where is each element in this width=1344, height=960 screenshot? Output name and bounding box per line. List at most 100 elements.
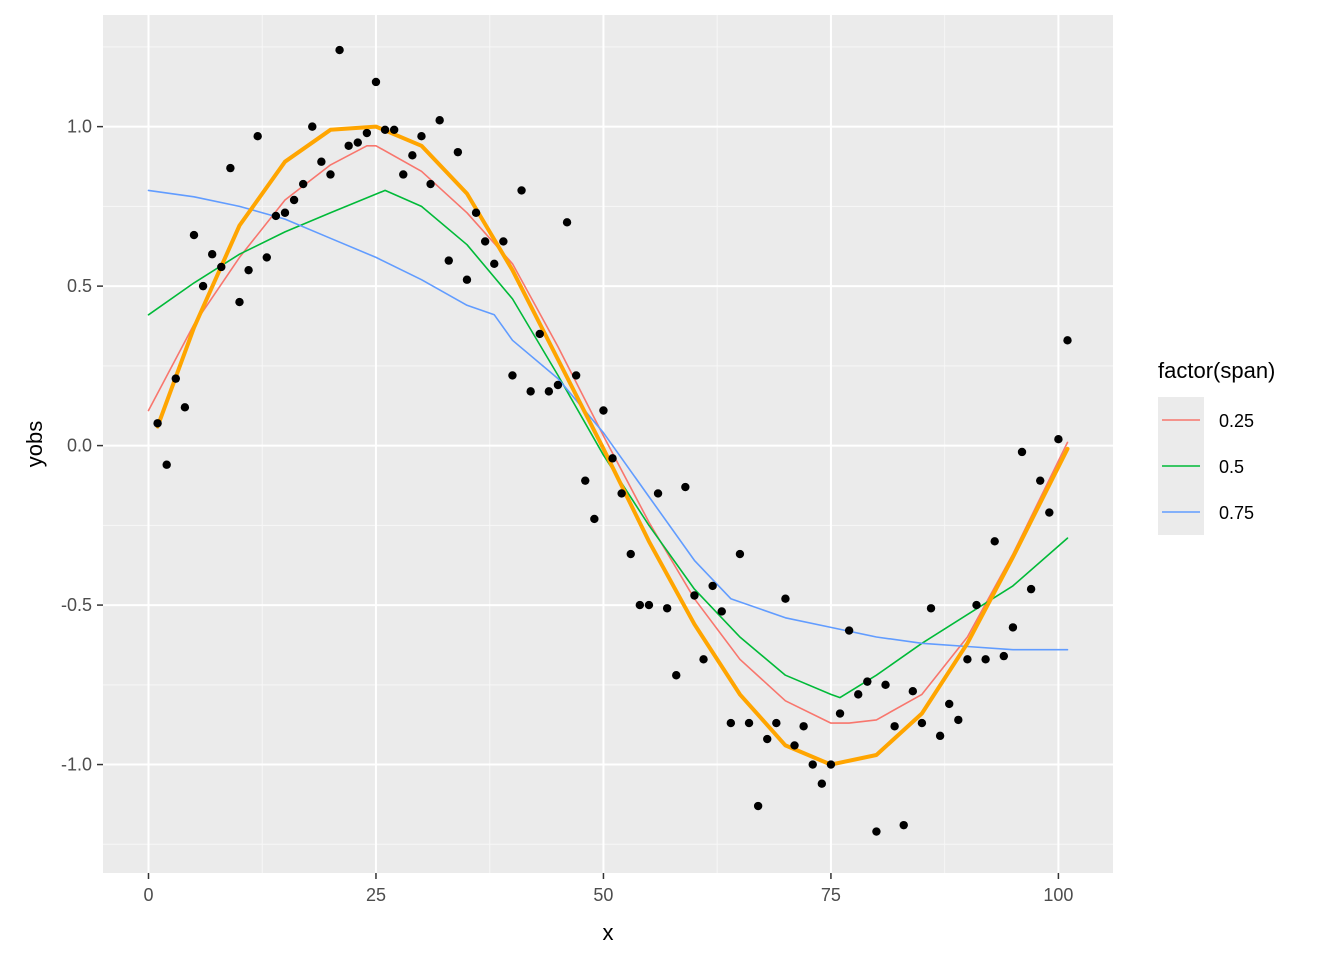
data-point [708,581,717,591]
data-point [499,237,508,246]
data-point [1017,447,1027,457]
data-point [544,387,554,396]
data-point [526,387,535,396]
data-point [417,132,426,141]
data-point [945,699,954,709]
data-point [954,715,963,725]
data-point [226,163,235,173]
data-point [1026,584,1036,594]
x-axis-title: x [603,920,614,945]
data-point [881,680,890,690]
data-point [462,275,472,284]
data-point [1054,435,1063,444]
series-line-0.25 [147,145,1069,724]
y-axis-title: yobs [22,421,47,467]
data-point [198,281,208,291]
y-tick-label: -0.5 [61,595,92,615]
data-point [435,116,444,125]
data-point [699,655,708,664]
data-point [280,208,290,217]
data-point [644,600,654,610]
legend-entries: 0.25 0.5 0.75 [1162,411,1254,523]
data-point [981,655,990,664]
data-point [480,237,490,246]
data-point [908,686,918,696]
y-tick-label: 1.0 [67,117,92,137]
points-layer [153,45,1072,836]
data-point [763,734,772,744]
data-point [235,297,244,307]
data-point [690,591,699,600]
data-point [963,655,972,664]
data-point [935,731,945,741]
data-point [535,329,544,339]
data-point [872,827,881,836]
data-point [335,45,344,55]
data-point [717,607,726,616]
data-point [362,128,372,138]
data-point [999,651,1009,661]
x-tick-label: 50 [593,885,613,905]
data-point [298,179,308,189]
y-tick-label: 0.5 [67,276,92,296]
legend-label-0.5: 0.5 [1219,457,1244,477]
data-point [1008,623,1018,632]
data-point [662,604,672,613]
reference-curve [155,124,1070,767]
data-point [508,371,517,380]
data-point [217,262,226,272]
data-point [289,195,299,205]
data-point [253,132,262,141]
data-point [726,718,736,728]
data-point [444,256,453,265]
data-point [817,779,827,788]
data-point [271,211,281,221]
data-point [590,514,599,524]
data-point [772,718,781,728]
data-point [799,722,808,731]
data-point [180,403,190,412]
data-point [826,760,836,769]
data-point [1036,476,1045,485]
data-point [990,537,999,546]
data-point [863,677,872,686]
data-point [162,460,171,469]
data-point [581,476,590,485]
legend-label-0.25: 0.25 [1219,411,1254,431]
series-layer [147,124,1070,767]
axis-layer: 0 25 50 75 100 -1.0 -0.5 0.0 0.5 1.0 [61,117,1073,905]
data-point [344,141,353,150]
x-tick-label: 100 [1043,885,1073,905]
data-point [617,489,626,498]
data-point [380,125,390,135]
data-point [899,820,908,830]
data-point [653,489,663,498]
y-tick-label: 0.0 [67,436,92,456]
data-point [753,801,763,811]
data-point [626,549,635,559]
data-point [262,253,271,262]
data-point [1063,336,1072,345]
data-point [1045,508,1054,517]
data-point [972,600,981,610]
legend-title: factor(span) [1158,358,1275,383]
data-point [189,230,199,240]
data-point [681,482,690,492]
data-point [781,594,790,603]
data-point [471,208,481,217]
data-point [562,218,572,227]
data-point [171,374,180,383]
data-point [854,690,863,699]
data-point [744,718,754,728]
legend: factor(span) 0.25 0.5 0.75 [1158,358,1275,535]
data-point [571,371,581,380]
data-point [308,122,317,131]
data-point [553,380,563,390]
data-point [635,600,645,610]
data-point [490,259,499,268]
data-point [790,741,799,750]
x-tick-label: 75 [821,885,841,905]
data-point [244,265,253,275]
data-point [326,170,335,179]
